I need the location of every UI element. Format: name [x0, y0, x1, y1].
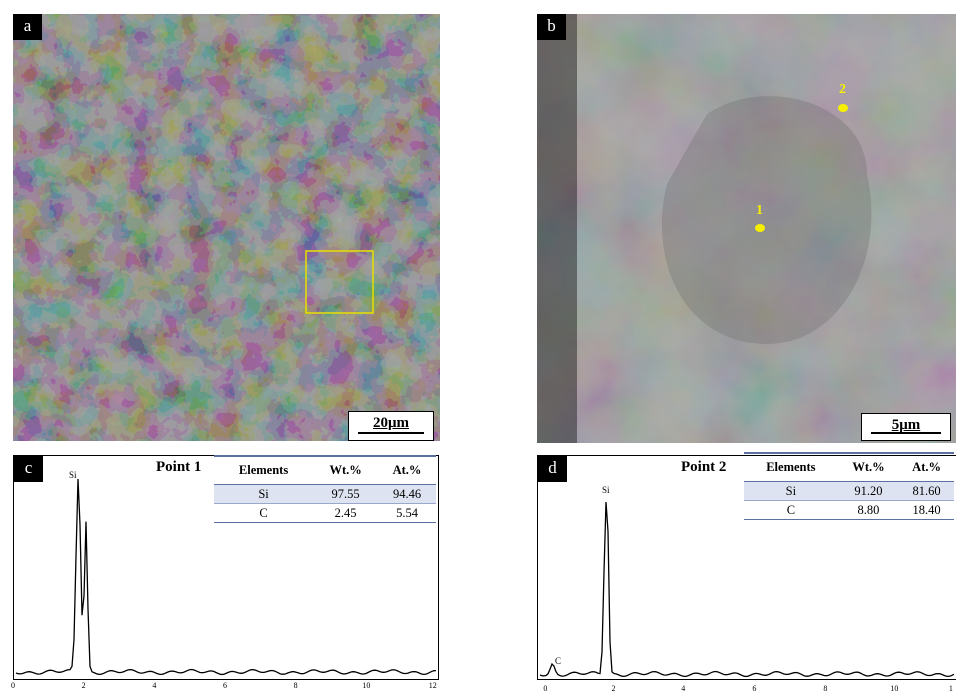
tick-label: 4 — [152, 681, 157, 690]
cell-element: Si — [214, 484, 314, 504]
cell-element: Si — [744, 481, 838, 501]
col-at: At.% — [899, 452, 954, 482]
scale-bar-a: 20μm — [348, 411, 434, 441]
tick-label: 4 — [681, 684, 686, 693]
point-marker-1 — [755, 224, 765, 232]
tick-label: 12 — [428, 681, 437, 690]
col-wt: Wt.% — [837, 452, 900, 482]
tick-label: 6 — [223, 681, 227, 690]
col-elements: Elements — [214, 455, 314, 485]
cell-at: 94.46 — [378, 484, 436, 504]
point-label-2: 2 — [839, 82, 846, 97]
cell-wt: 2.45 — [313, 503, 379, 523]
cell-at: 18.40 — [899, 500, 954, 520]
panel-letter-b: b — [537, 14, 566, 40]
tick-label: 2 — [81, 681, 86, 690]
x-axis-ticks-c: 0 2 4 6 8 10 12 — [11, 681, 437, 693]
cell-at: 81.60 — [899, 481, 954, 501]
tick-label: 10 — [890, 684, 899, 693]
sem-micrograph-a — [13, 14, 440, 441]
col-wt: Wt.% — [313, 455, 379, 485]
cell-at: 5.54 — [378, 503, 436, 523]
peak-label-si-c: Si — [69, 470, 77, 480]
tick-label: 0 — [11, 681, 15, 690]
composition-table-d: Elements Wt.% At.% Si 91.20 81.60 C 8.80… — [744, 452, 954, 520]
tick-label: 2 — [611, 684, 616, 693]
sem-micrograph-b — [537, 14, 956, 443]
table-row: C 2.45 5.54 — [214, 503, 436, 523]
table-header-row: Elements Wt.% At.% — [214, 455, 436, 485]
cell-wt: 91.20 — [837, 481, 900, 501]
peak-label-c-d: C — [555, 656, 562, 666]
scale-bar-b: 5μm — [861, 413, 951, 441]
tick-label: 6 — [752, 684, 757, 693]
x-axis-ticks-d: 0 2 4 6 8 10 1 — [537, 684, 955, 696]
col-elements: Elements — [744, 452, 838, 482]
sem-image-b: b 1 2 5μm — [537, 14, 956, 443]
table-row: C 8.80 18.40 — [744, 500, 954, 520]
spectrum-plot-d — [539, 501, 955, 678]
composition-table-c: Elements Wt.% At.% Si 97.55 94.46 C 2.45… — [214, 455, 436, 523]
table-row: Si 91.20 81.60 — [744, 481, 954, 501]
spectrum-trace-c — [15, 478, 437, 676]
region-box — [305, 250, 374, 314]
panel-letter-c: c — [14, 456, 43, 482]
peak-label-si-d: Si — [602, 485, 610, 495]
tick-label: 8 — [823, 684, 828, 693]
tick-label: 8 — [293, 681, 298, 690]
cell-wt: 97.55 — [313, 484, 379, 504]
col-at: At.% — [378, 455, 436, 485]
cell-element: C — [214, 503, 314, 523]
panel-letter-a: a — [13, 14, 42, 40]
panel-letter-d: d — [538, 456, 567, 482]
scale-bar-line-b — [871, 432, 941, 434]
point-marker-2 — [838, 104, 848, 112]
point-title-c: Point 1 — [156, 459, 202, 475]
scale-bar-line-a — [358, 432, 424, 434]
cell-wt: 8.80 — [837, 500, 900, 520]
tick-label: 10 — [362, 681, 371, 690]
tick-label: 0 — [543, 684, 548, 693]
cell-element: C — [744, 500, 838, 520]
table-row: Si 97.55 94.46 — [214, 484, 436, 504]
tick-label: 1 — [948, 684, 953, 693]
sem-image-a: a 20μm — [13, 14, 440, 441]
point-title-d: Point 2 — [681, 459, 727, 475]
point-label-1: 1 — [756, 203, 763, 218]
scale-bar-label-a: 20μm — [373, 415, 409, 431]
table-header-row: Elements Wt.% At.% — [744, 452, 954, 482]
spectrum-trace-d — [539, 501, 955, 678]
scale-bar-label-b: 5μm — [891, 417, 921, 433]
spectrum-plot-c — [15, 478, 437, 676]
